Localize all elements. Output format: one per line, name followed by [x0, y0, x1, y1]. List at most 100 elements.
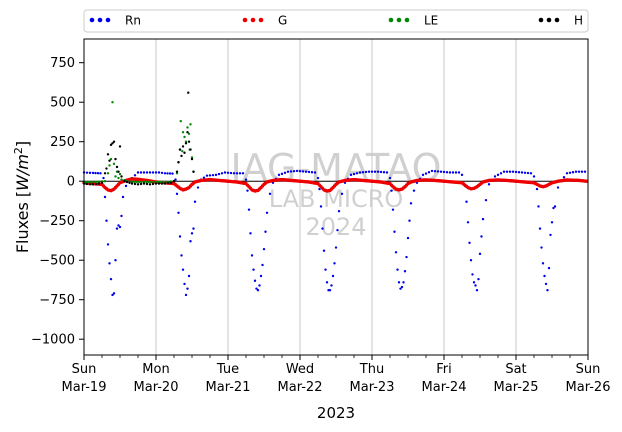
data-point-Rn: [214, 173, 218, 177]
y-axis-label: Fluxes [W/m2]: [12, 141, 32, 253]
legend-marker: [404, 17, 410, 23]
data-point-Rn: [175, 192, 179, 196]
data-point-Rn: [336, 228, 339, 232]
data-point-Rn: [333, 262, 336, 265]
data-point-H: [85, 182, 89, 186]
data-point-Rn: [208, 174, 212, 177]
legend-marker: [538, 17, 544, 23]
data-point-H: [145, 182, 149, 186]
data-point-Rn: [262, 247, 266, 251]
x-axis-label: 2023: [317, 404, 355, 422]
data-point-Rn: [529, 172, 533, 175]
data-point-Rn: [163, 172, 167, 175]
data-point-Rn: [540, 246, 543, 249]
data-point-Rn: [361, 171, 365, 174]
data-point-H: [192, 170, 195, 173]
watermark-line-2: LAB MICRO: [269, 185, 404, 213]
data-point-Rn: [445, 171, 449, 174]
data-point-Rn: [174, 178, 177, 181]
data-point-Rn: [328, 289, 332, 292]
data-point-Rn: [121, 195, 125, 199]
data-point-Rn: [550, 221, 554, 224]
data-point-H: [103, 172, 107, 175]
data-point-Rn: [171, 172, 174, 175]
watermark: IAG-MATAO LAB MICRO 2024: [230, 146, 441, 241]
data-point-Rn: [388, 176, 392, 180]
data-point-Rn: [226, 171, 230, 174]
legend-entry-H: H: [538, 14, 583, 28]
data-point-H: [186, 131, 189, 134]
data-point-Rn: [393, 230, 396, 233]
y-tick-label: −750: [39, 293, 75, 308]
x-tick-day: Mon: [142, 362, 169, 377]
data-point-Rn: [241, 172, 245, 175]
legend-marker: [242, 17, 248, 23]
data-point-Rn: [211, 173, 215, 177]
y-tick-label: −500: [39, 254, 75, 269]
legend-marker: [546, 17, 552, 23]
data-point-Rn: [160, 171, 164, 175]
data-point-H: [166, 181, 170, 185]
data-point-Rn: [358, 171, 362, 174]
data-point-Rn: [145, 171, 149, 174]
data-point-Rn: [396, 268, 399, 271]
data-point-LE: [117, 176, 120, 180]
data-point-Rn: [253, 279, 257, 282]
data-point-Rn: [192, 227, 195, 230]
data-point-LE: [135, 180, 138, 184]
data-point-Rn: [105, 219, 108, 222]
data-point-LE: [147, 180, 150, 184]
data-point-H: [108, 159, 111, 162]
data-point-H: [180, 154, 183, 158]
data-point-Rn: [307, 170, 311, 174]
data-point-H: [183, 151, 186, 154]
data-point-Rn: [556, 186, 560, 189]
data-point-Rn: [190, 232, 194, 235]
data-point-LE: [109, 157, 113, 161]
data-point-Rn: [331, 274, 335, 278]
data-point-H: [184, 142, 188, 145]
data-point-Rn: [229, 171, 233, 175]
data-point-Rn: [580, 170, 584, 173]
data-point-Rn: [565, 172, 569, 175]
legend-label: H: [574, 14, 583, 28]
legend-marker: [388, 17, 394, 23]
data-point-Rn: [166, 172, 169, 175]
data-point-H: [172, 180, 176, 183]
x-tick-label: Mar-23: [350, 380, 395, 395]
data-point-Rn: [568, 171, 572, 174]
data-point-Rn: [247, 208, 251, 211]
data-point-Rn: [157, 171, 161, 174]
data-point-Rn: [526, 171, 530, 175]
data-point-Rn: [465, 200, 468, 203]
data-point-Rn: [193, 200, 197, 203]
x-tick-day: Tue: [216, 362, 239, 377]
data-point-Rn: [318, 187, 321, 191]
data-point-Rn: [468, 241, 471, 245]
data-point-Rn: [477, 277, 480, 281]
data-point-LE: [152, 180, 155, 184]
x-tick-label: Mar-20: [134, 380, 179, 395]
data-point-Rn: [400, 285, 404, 289]
data-point-Rn: [301, 170, 305, 173]
data-point-H: [160, 182, 164, 185]
data-point-Rn: [94, 171, 97, 175]
data-point-H: [128, 181, 131, 184]
legend-marker: [97, 17, 103, 23]
data-point-Rn: [472, 281, 476, 284]
data-point-Rn: [102, 176, 105, 180]
data-point-H: [148, 183, 152, 186]
data-point-Rn: [373, 170, 377, 173]
data-point-Rn: [552, 206, 555, 210]
data-point-Rn: [514, 170, 518, 174]
data-point-Rn: [205, 174, 209, 177]
data-point-Rn: [421, 173, 425, 177]
data-point-G: [584, 179, 589, 183]
data-point-LE: [111, 101, 114, 104]
data-point-Rn: [409, 202, 413, 205]
data-point-Rn: [283, 171, 287, 174]
data-point-LE: [97, 180, 101, 183]
data-point-Rn: [151, 171, 155, 174]
data-point-Rn: [397, 281, 401, 284]
legend-label: Rn: [125, 14, 141, 28]
